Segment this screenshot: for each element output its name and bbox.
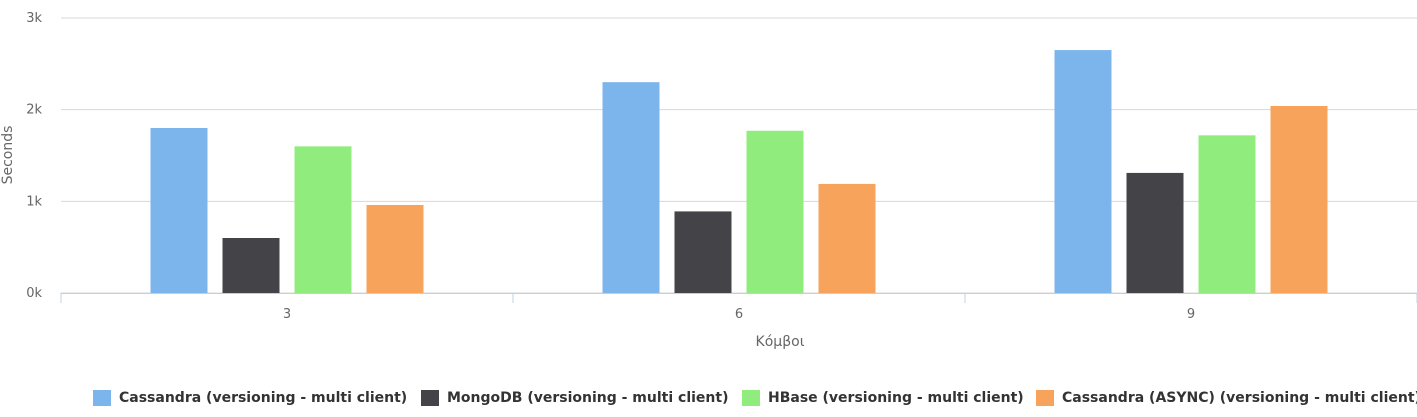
bar[interactable] — [1054, 50, 1112, 294]
x-tick-label: 3 — [283, 307, 291, 322]
bar[interactable] — [674, 211, 732, 293]
y-tick-label: 0k — [26, 286, 42, 301]
bar[interactable] — [602, 82, 660, 294]
bar[interactable] — [222, 238, 280, 293]
bar-chart: 0k 1k 2k 3k 3 6 9 Κόμβοι Seconds — [0, 11, 1417, 350]
legend-swatch — [93, 390, 111, 406]
legend-swatch — [1036, 390, 1054, 406]
bar[interactable] — [1126, 172, 1184, 293]
legend-item[interactable]: Cassandra (ASYNC) (versioning - multi cl… — [1036, 386, 1417, 410]
bar[interactable] — [818, 183, 876, 293]
x-tick-label: 9 — [1187, 307, 1195, 322]
legend-item[interactable]: MongoDB (versioning - multi client) — [421, 386, 728, 410]
legend-label: Cassandra (ASYNC) (versioning - multi cl… — [1062, 390, 1417, 406]
bar[interactable] — [1270, 106, 1328, 293]
legend-swatch — [421, 390, 439, 406]
x-tick-label: 6 — [735, 307, 743, 322]
legend-item[interactable]: Cassandra (versioning - multi client) — [93, 386, 407, 410]
legend-label: Cassandra (versioning - multi client) — [119, 390, 408, 406]
y-tick-label: 1k — [26, 194, 42, 209]
legend-item[interactable]: HBase (versioning - multi client) — [742, 386, 1024, 410]
y-tick-label: 2k — [26, 103, 42, 118]
x-axis — [60, 293, 1417, 303]
bar[interactable] — [746, 130, 804, 293]
bar[interactable] — [1198, 135, 1256, 293]
y-tick-label: 3k — [26, 11, 42, 26]
bar[interactable] — [150, 128, 208, 293]
legend-label: MongoDB (versioning - multi client) — [447, 390, 729, 406]
bars-group — [150, 50, 1328, 294]
x-axis-tick-labels: 3 6 9 — [283, 307, 1195, 322]
legend: Cassandra (versioning - multi client) Mon… — [0, 386, 1417, 412]
legend-swatch — [742, 390, 760, 406]
bar[interactable] — [366, 205, 424, 293]
x-axis-title: Κόμβοι — [756, 334, 805, 350]
y-axis-title: Seconds — [0, 126, 16, 185]
bar[interactable] — [294, 146, 352, 293]
y-axis-tick-labels: 0k 1k 2k 3k — [26, 11, 42, 301]
legend-label: HBase (versioning - multi client) — [768, 390, 1024, 406]
